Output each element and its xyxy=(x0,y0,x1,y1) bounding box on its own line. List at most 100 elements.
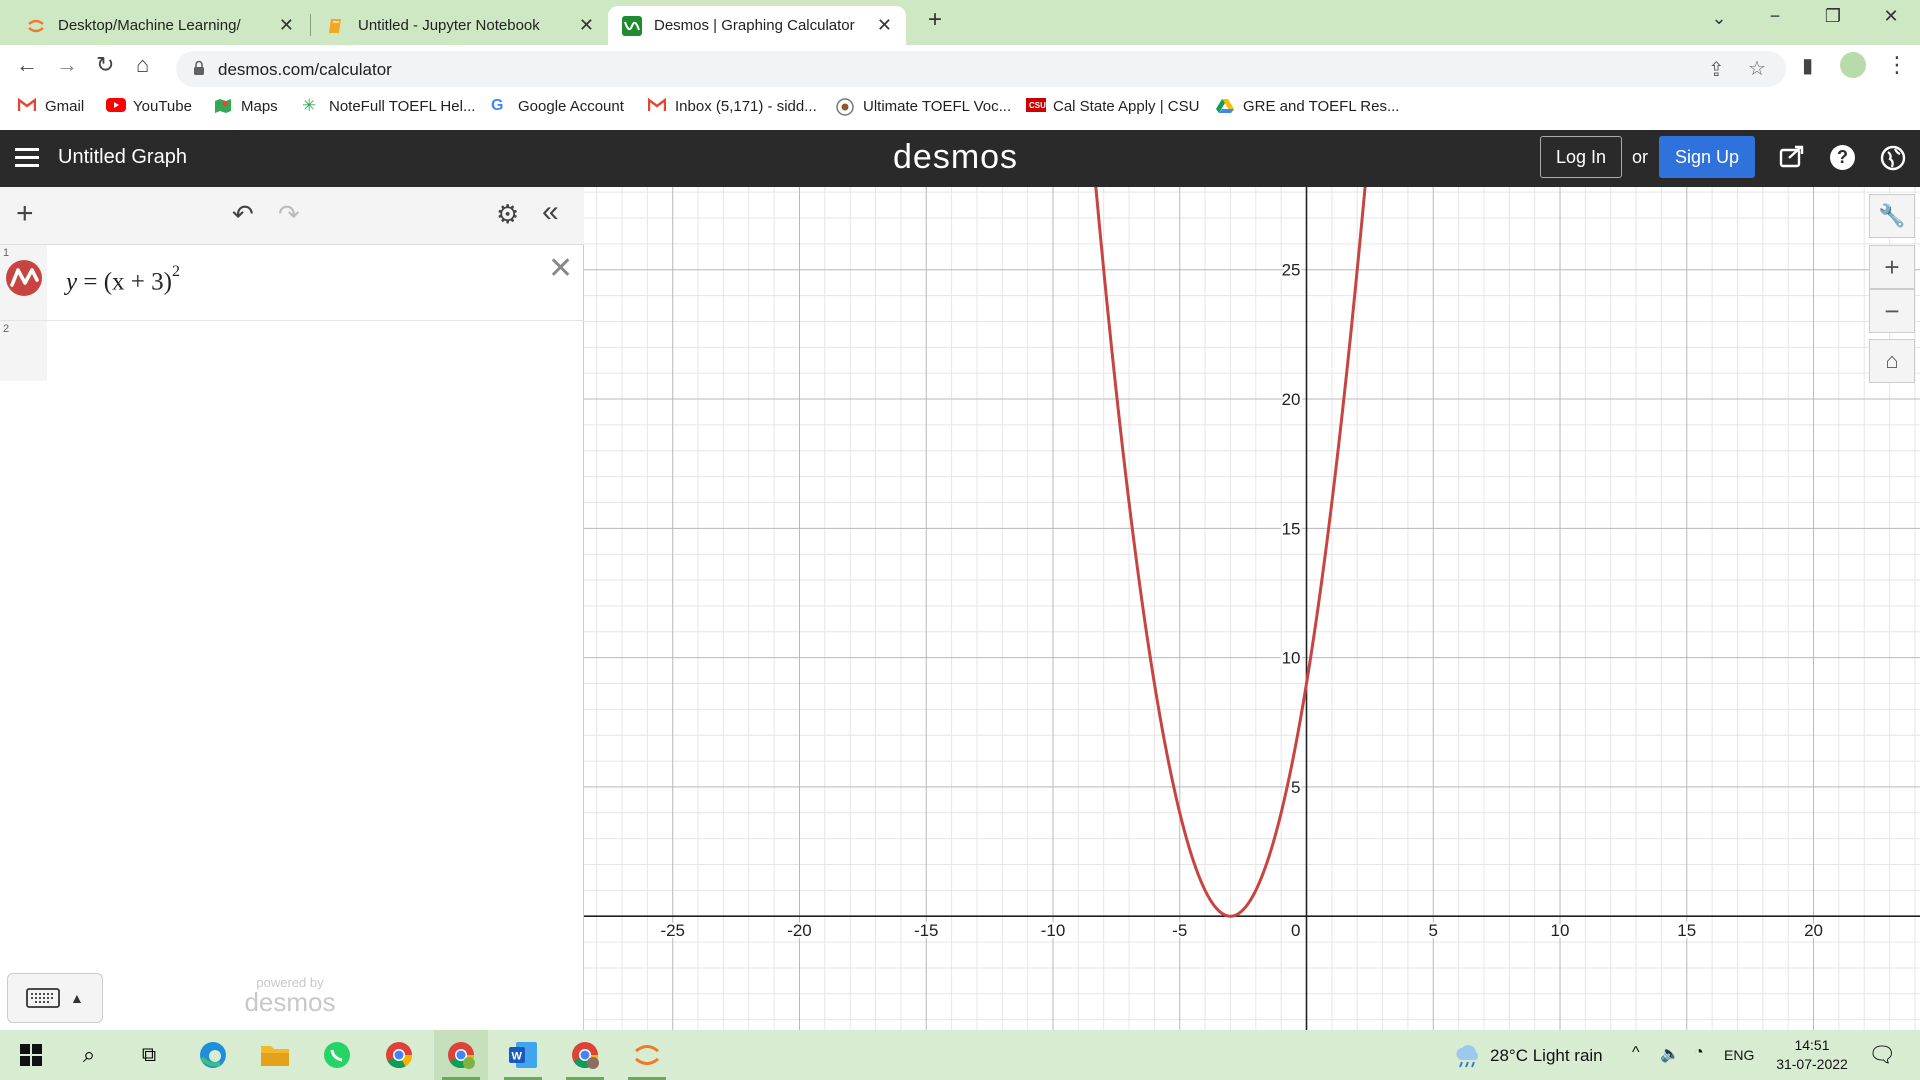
tab-jupyter-notebook[interactable]: Untitled - Jupyter Notebook ✕ xyxy=(312,6,608,45)
back-icon[interactable]: ← xyxy=(16,52,38,77)
address-bar[interactable]: desmos.com/calculator ⇪ ☆ xyxy=(176,51,1786,87)
windows-logo-icon xyxy=(20,1044,42,1066)
maps-icon xyxy=(214,98,232,114)
bookmark-gre-toefl[interactable]: GRE and TOEFL Res... xyxy=(1216,96,1399,116)
jupyter-icon xyxy=(26,16,46,36)
zoom-out-icon[interactable]: − xyxy=(1869,289,1915,333)
reload-icon[interactable]: ↻ xyxy=(96,52,115,77)
minimize-icon[interactable]: − xyxy=(1769,6,1781,26)
gmail-icon xyxy=(647,97,667,114)
tab-separator xyxy=(310,14,311,36)
wifi-icon[interactable]: ◔ xyxy=(1694,1044,1704,1061)
keypad-toggle-button[interactable]: ▲ xyxy=(7,973,103,1023)
graph-color-toggle-icon[interactable] xyxy=(5,259,43,302)
share-icon[interactable]: ⇪ xyxy=(1708,59,1725,81)
x-tick-label: 20 xyxy=(1804,921,1823,940)
row-index: 1 xyxy=(3,247,10,259)
notification-center-icon[interactable]: 🗨 xyxy=(1868,1042,1896,1067)
desmos-icon xyxy=(622,15,642,36)
language-indicator[interactable]: ENG xyxy=(1724,1047,1755,1063)
hamburger-menu-icon[interactable] xyxy=(15,146,39,173)
tab-title: Desktop/Machine Learning/ xyxy=(58,17,241,34)
lock-icon[interactable] xyxy=(192,60,206,81)
start-button[interactable] xyxy=(4,1030,58,1080)
whatsapp-icon[interactable] xyxy=(310,1030,364,1080)
redo-icon[interactable]: ↷ xyxy=(278,199,300,229)
task-view-icon[interactable]: ⧉ xyxy=(141,1043,157,1066)
graph-title[interactable]: Untitled Graph xyxy=(58,146,187,168)
signup-button[interactable]: Sign Up xyxy=(1659,136,1755,178)
side-panel-icon[interactable]: ▮ xyxy=(1802,55,1814,77)
close-icon[interactable]: ✕ xyxy=(278,15,294,35)
word-icon[interactable]: W xyxy=(496,1030,550,1080)
zoom-in-icon[interactable]: + xyxy=(1869,245,1915,289)
expression-gutter: 2 xyxy=(0,321,47,381)
expression-row-empty[interactable]: 2 xyxy=(0,321,584,381)
settings-gear-icon[interactable]: ⚙ xyxy=(496,199,520,229)
drive-icon xyxy=(1216,98,1234,114)
star-icon[interactable]: ☆ xyxy=(1748,58,1766,80)
undo-icon[interactable]: ↶ xyxy=(232,199,254,229)
youtube-icon xyxy=(106,98,126,114)
jupyter-taskbar-icon[interactable] xyxy=(620,1030,674,1080)
close-icon[interactable]: ✕ xyxy=(876,15,892,35)
csu-icon: CSU xyxy=(1026,98,1046,114)
bookmark-toefl-vocab[interactable]: Ultimate TOEFL Voc... xyxy=(836,96,1011,116)
tab-search-chevron-icon[interactable]: ⌄ xyxy=(1711,8,1727,28)
login-button[interactable]: Log In xyxy=(1540,136,1622,178)
delete-expression-icon[interactable]: ✕ xyxy=(548,252,574,285)
x-tick-label: 5 xyxy=(1429,921,1438,940)
show-hidden-icons-chevron-icon[interactable]: ^ xyxy=(1632,1044,1640,1061)
collapse-panel-icon[interactable]: « xyxy=(542,195,559,228)
help-icon[interactable]: ? xyxy=(1830,145,1855,170)
bookmark-cal-state[interactable]: CSU Cal State Apply | CSU xyxy=(1026,96,1199,116)
graph-settings-wrench-icon[interactable]: 🔧 xyxy=(1869,194,1915,238)
window-close-icon[interactable]: ✕ xyxy=(1883,6,1899,26)
tab-jupyter-desktop[interactable]: Desktop/Machine Learning/ ✕ xyxy=(12,6,308,45)
expression-row[interactable]: 1 y = (x + 3)2 ✕ xyxy=(0,245,584,321)
bookmark-inbox[interactable]: Inbox (5,171) - sidd... xyxy=(647,96,817,116)
more-menu-icon[interactable]: ⋮ xyxy=(1886,52,1908,77)
add-item-plus-icon[interactable]: + xyxy=(16,197,34,230)
globe-icon[interactable] xyxy=(1880,145,1906,176)
clock[interactable]: 14:51 31-07-2022 xyxy=(1770,1036,1854,1074)
y-tick-label: 10 xyxy=(1282,649,1301,668)
close-icon[interactable]: ✕ xyxy=(578,15,594,35)
notebook-icon xyxy=(326,16,346,36)
bookmark-maps[interactable]: Maps xyxy=(214,96,278,116)
default-viewport-home-icon[interactable]: ⌂ xyxy=(1869,339,1915,383)
restore-icon[interactable]: ❐ xyxy=(1824,6,1842,26)
powered-by-desmos[interactable]: powered by desmos xyxy=(244,975,336,1017)
bookmark-notefull[interactable]: ✳ NoteFull TOEFL Hel... xyxy=(302,96,476,115)
profile-avatar[interactable] xyxy=(1840,52,1866,78)
chrome-icon[interactable] xyxy=(372,1030,426,1080)
chrome-profile-2-icon[interactable] xyxy=(558,1030,612,1080)
x-tick-label: -15 xyxy=(914,921,939,940)
tab-desmos[interactable]: Desmos | Graphing Calculator ✕ xyxy=(608,6,906,45)
bookmark-youtube[interactable]: YouTube xyxy=(106,96,192,116)
forward-icon[interactable]: → xyxy=(56,52,78,77)
graph-canvas[interactable]: -25 -20 -15 -10 -5 0 5 10 15 20 5 10 15 20 25 xyxy=(584,139,1920,1030)
new-tab-button[interactable]: + xyxy=(927,6,942,33)
bookmark-gmail[interactable]: Gmail xyxy=(17,96,84,116)
weather-rain-icon[interactable] xyxy=(1452,1044,1482,1073)
weather-text[interactable]: 28°C Light rain xyxy=(1490,1046,1603,1065)
expression-formula[interactable]: y = (x + 3)2 xyxy=(66,263,180,296)
share-graph-icon[interactable] xyxy=(1779,144,1805,173)
gmail-icon xyxy=(17,97,37,114)
file-explorer-icon[interactable] xyxy=(248,1030,302,1080)
y-tick-label: 15 xyxy=(1282,519,1301,538)
edge-icon[interactable] xyxy=(186,1030,240,1080)
graph-paper[interactable]: -25 -20 -15 -10 -5 0 5 10 15 20 5 10 15 20 25 🔧 + − ⌂ xyxy=(584,139,1920,1030)
x-tick-label: 10 xyxy=(1551,921,1570,940)
tab-title: Untitled - Jupyter Notebook xyxy=(358,17,540,34)
search-icon[interactable]: ⌕ xyxy=(82,1042,96,1067)
url-text[interactable]: desmos.com/calculator xyxy=(218,60,392,79)
home-icon[interactable]: ⌂ xyxy=(136,52,150,77)
x-tick-label: -25 xyxy=(660,921,685,940)
speaker-icon[interactable]: 🔈 xyxy=(1660,1046,1680,1063)
expression-panel: + ↶ ↷ ⚙ « 1 y = (x + 3)2 ✕ 2 ▲ powered b… xyxy=(0,187,584,1030)
chrome-profile-icon[interactable] xyxy=(434,1030,488,1080)
toefl-icon xyxy=(836,98,854,116)
bookmark-google-account[interactable]: G Google Account xyxy=(491,97,624,115)
